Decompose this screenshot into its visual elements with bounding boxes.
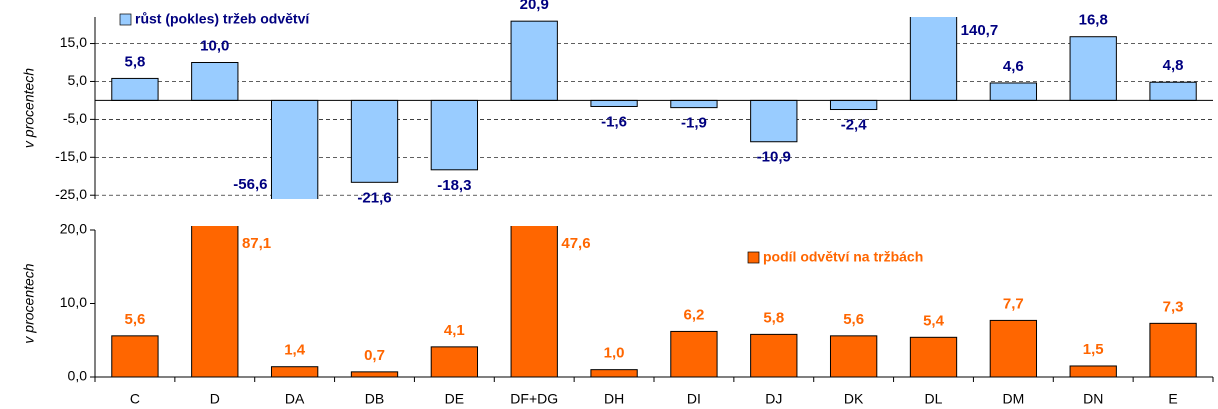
value-label: 47,6 bbox=[561, 235, 590, 252]
value-label: 7,7 bbox=[1003, 295, 1024, 312]
value-label: 5,6 bbox=[843, 311, 864, 328]
value-label: 5,8 bbox=[124, 53, 145, 70]
x-tick-label: D bbox=[210, 391, 220, 407]
bar bbox=[909, 336, 958, 377]
bar bbox=[750, 99, 798, 143]
value-label: 5,4 bbox=[923, 312, 945, 329]
bar bbox=[270, 99, 319, 199]
legend-swatch bbox=[119, 13, 132, 26]
x-tick-label: C bbox=[130, 391, 140, 407]
value-label: 4,6 bbox=[1003, 58, 1024, 75]
bar bbox=[1069, 365, 1117, 377]
value-label: -18,3 bbox=[437, 177, 471, 194]
bar bbox=[430, 346, 479, 377]
value-label: 20,9 bbox=[520, 0, 549, 13]
value-label: 6,2 bbox=[683, 306, 704, 323]
value-label: 16,8 bbox=[1079, 12, 1108, 29]
value-label: -21,6 bbox=[357, 189, 391, 206]
value-label: -1,9 bbox=[681, 115, 707, 132]
x-tick-label: DN bbox=[1083, 391, 1103, 407]
legend-label: podíl odvětví na tržbách bbox=[763, 249, 923, 265]
x-tick-label: DL bbox=[925, 391, 943, 407]
x-tick-label: DE bbox=[445, 391, 464, 407]
value-label: 7,3 bbox=[1163, 298, 1184, 315]
value-label: -10,9 bbox=[757, 149, 791, 166]
y-tick-label: 5,0 bbox=[68, 72, 88, 88]
legend-swatch bbox=[747, 251, 760, 264]
x-tick-label: DJ bbox=[765, 391, 782, 407]
legend-label: růst (pokles) tržeb odvětví bbox=[135, 11, 310, 27]
y-axis-title: v procentech bbox=[21, 68, 37, 148]
bar bbox=[111, 335, 159, 377]
value-label: 5,6 bbox=[124, 311, 145, 328]
bar bbox=[350, 371, 399, 377]
bar bbox=[350, 99, 399, 183]
bar bbox=[590, 369, 638, 377]
x-tick-label: DB bbox=[365, 391, 384, 407]
value-label: 140,7 bbox=[961, 22, 999, 39]
x-tick-label: DK bbox=[844, 391, 864, 407]
value-label: 0,7 bbox=[364, 347, 385, 364]
value-label: 5,8 bbox=[763, 309, 784, 326]
x-tick-label: DF+DG bbox=[510, 391, 558, 407]
bar bbox=[590, 99, 638, 107]
x-tick-label: DA bbox=[285, 391, 305, 407]
bars bbox=[111, 17, 1197, 199]
value-label: 4,1 bbox=[444, 322, 465, 339]
bar bbox=[670, 330, 718, 377]
x-tick-label: E bbox=[1168, 391, 1177, 407]
value-label: 10,0 bbox=[200, 37, 229, 54]
value-label: 87,1 bbox=[242, 235, 271, 252]
bar bbox=[191, 62, 239, 101]
bar bbox=[1149, 322, 1197, 377]
value-label: -2,4 bbox=[841, 116, 868, 133]
y-tick-label: -5,0 bbox=[63, 110, 87, 126]
bar bbox=[989, 82, 1038, 101]
y-tick-label: 10,0 bbox=[60, 294, 87, 310]
value-label: 4,8 bbox=[1163, 57, 1184, 74]
bar bbox=[430, 99, 479, 171]
value-label: -1,6 bbox=[601, 113, 627, 130]
x-tick-label: DM bbox=[1002, 391, 1024, 407]
value-label: -56,6 bbox=[233, 176, 267, 193]
bar bbox=[829, 335, 878, 377]
bar bbox=[1149, 81, 1197, 101]
bar bbox=[909, 17, 958, 101]
bar bbox=[670, 99, 718, 109]
bar bbox=[750, 333, 798, 377]
y-axis-title: v procentech bbox=[21, 263, 37, 343]
value-label: 1,5 bbox=[1083, 341, 1104, 358]
bar bbox=[270, 366, 319, 377]
bars bbox=[111, 226, 1197, 377]
value-label: 1,4 bbox=[284, 342, 306, 359]
y-tick-label: 0,0 bbox=[68, 368, 88, 384]
bar bbox=[510, 20, 558, 101]
bar bbox=[191, 226, 239, 377]
y-tick-label: -25,0 bbox=[55, 186, 87, 202]
x-tick-label: DI bbox=[687, 391, 701, 407]
y-tick-label: 20,0 bbox=[60, 221, 87, 237]
value-label: 1,0 bbox=[604, 345, 625, 362]
y-tick-label: 15,0 bbox=[60, 34, 87, 50]
bar bbox=[1069, 36, 1117, 101]
x-tick-label: DH bbox=[604, 391, 624, 407]
bar bbox=[510, 226, 558, 377]
bar bbox=[111, 77, 159, 101]
bar bbox=[829, 99, 878, 111]
bar bbox=[989, 319, 1038, 377]
y-tick-label: -15,0 bbox=[55, 148, 87, 164]
